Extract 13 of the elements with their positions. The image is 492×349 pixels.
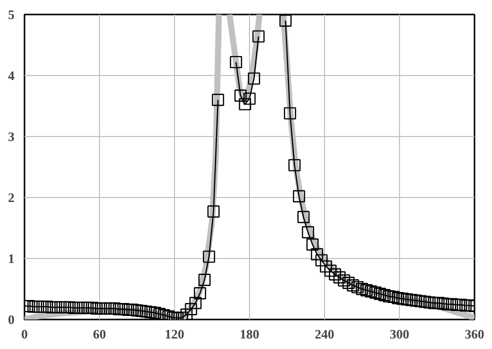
y-tick-label: 2 xyxy=(8,190,14,205)
y-tick-label: 3 xyxy=(8,129,15,144)
x-tick-label: 120 xyxy=(164,326,184,342)
x-tick-label: 180 xyxy=(240,326,260,342)
y-tick-label: 0 xyxy=(8,312,14,327)
x-tick-label: 0 xyxy=(21,326,28,342)
y-tick-label: 1 xyxy=(8,251,14,266)
y-tick-label: 4 xyxy=(8,68,15,83)
y-tick-label: 5 xyxy=(8,7,15,22)
x-tick-label: 300 xyxy=(390,326,410,342)
x-tick-label: 60 xyxy=(93,326,106,342)
x-tick-label: 240 xyxy=(314,326,334,342)
x-tick-label: 360 xyxy=(464,326,484,342)
